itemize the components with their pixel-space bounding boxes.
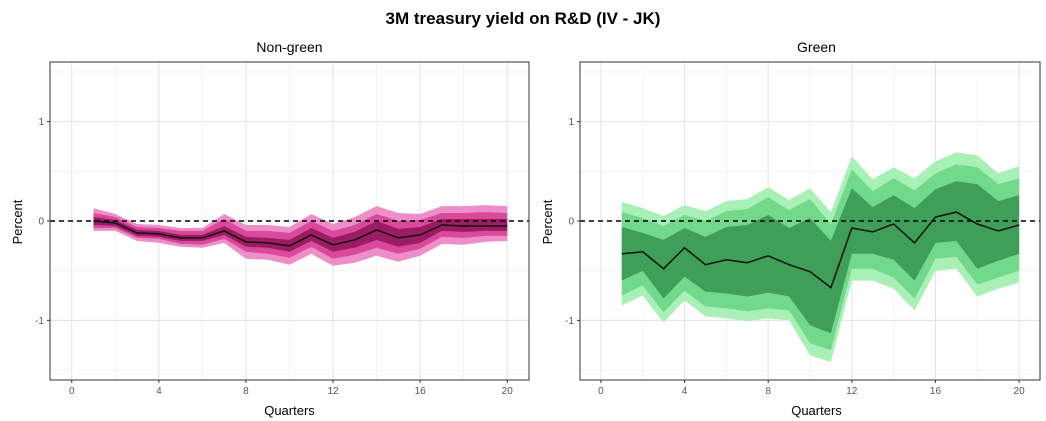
x-tick-label: 8 <box>243 386 249 397</box>
x-tick-label: 12 <box>846 386 858 397</box>
median-line-green <box>621 211 1020 289</box>
x-axis-label-non-green: Quarters <box>264 403 315 418</box>
x-tick-label: 4 <box>682 386 688 397</box>
band-inner-non-green <box>93 217 508 252</box>
x-tick-label: 0 <box>69 386 75 397</box>
x-tick-label: 16 <box>930 386 942 397</box>
y-tick-label: 1 <box>568 117 574 128</box>
x-tick-label: 12 <box>327 386 339 397</box>
panel-non-green: 0 4 8 12 16 20 -1 0 1 Non-green Quarters Percent <box>10 39 530 418</box>
x-tick-label: 0 <box>598 386 604 397</box>
x-tick-label: 20 <box>502 386 514 397</box>
panel-title-non-green: Non-green <box>256 39 322 55</box>
x-axis-label-green: Quarters <box>791 403 842 418</box>
panel-green: 0 4 8 12 16 20 -1 0 1 Green Quarters Percent <box>540 39 1041 418</box>
y-tick-label: -1 <box>35 316 44 327</box>
x-tick-label: 16 <box>415 386 427 397</box>
y-tick-label: -1 <box>565 316 574 327</box>
y-tick-label: 0 <box>568 217 574 228</box>
plot-layer-green: 0 4 8 12 16 20 -1 0 1 <box>565 61 1041 397</box>
x-tick-label: 20 <box>1014 386 1026 397</box>
x-tick-label: 8 <box>765 386 771 397</box>
plot-layer-non-green: 0 4 8 12 16 20 -1 0 1 <box>35 61 530 397</box>
y-tick-label: 0 <box>38 217 44 228</box>
panel-title-green: Green <box>797 39 836 55</box>
band-inner-green <box>621 181 1020 334</box>
x-tick-label: 4 <box>156 386 162 397</box>
median-line-non-green <box>93 220 508 247</box>
y-axis-label-non-green: Percent <box>10 199 25 244</box>
y-axis-label-green: Percent <box>540 199 555 244</box>
y-tick-label: 1 <box>38 117 44 128</box>
chart-title: 3M treasury yield on R&D (IV - JK) <box>386 9 661 28</box>
